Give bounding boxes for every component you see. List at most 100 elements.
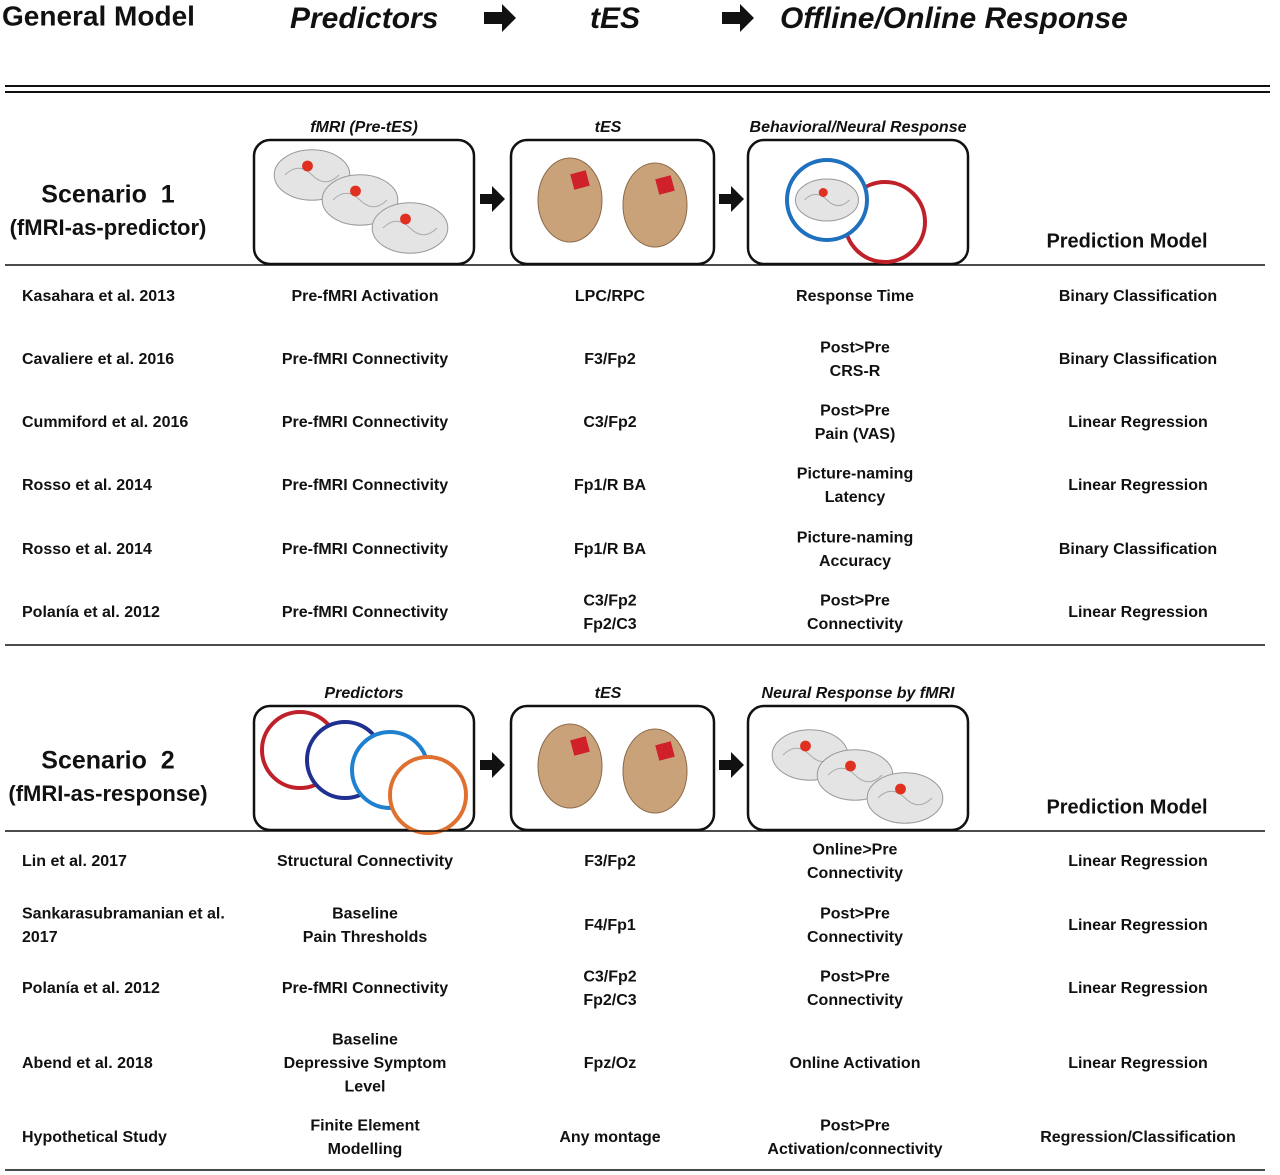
cell-text: Connectivity [807,929,903,946]
cell-text: Baseline [332,1032,398,1049]
activation [350,185,361,197]
scenario-title: Scenario 2 [41,747,174,775]
cell-text: Structural Connectivity [277,853,453,870]
cell-text: Any montage [559,1129,660,1146]
study-name: Sankarasubramanian et al. [22,905,225,922]
cell-text: Pre-fMRI Connectivity [282,351,448,368]
cell-text: Connectivity [807,616,903,633]
cell-text: C3/Fp2 [583,414,636,431]
cell-text: Linear Regression [1068,853,1208,870]
panel-label: Behavioral/Neural Response [750,119,967,136]
arrow [722,4,754,32]
predictor-icon [388,755,468,835]
brain-fold [284,167,340,183]
panel-label: Predictors [324,685,403,702]
cell-text: Latency [825,489,886,506]
cell-text: F3/Fp2 [584,351,636,368]
cell-text: C3/Fp2 [583,592,636,609]
cell-text: Picture-naming [797,529,913,546]
cell-text: Linear Regression [1068,917,1208,934]
cell-text: Post>Pre [820,402,890,419]
activation [800,740,811,752]
cell-text: Fp2/C3 [583,992,636,1009]
cell-text: Baseline [332,905,398,922]
brain-fold [827,767,883,783]
cell-text: Fp1/R BA [574,477,646,494]
arrow [480,752,505,778]
cell-text: Linear Regression [1068,980,1208,997]
study-name: Hypothetical Study [22,1129,167,1146]
cell-text: LPC/RPC [575,288,646,305]
cell-text: Linear Regression [1068,414,1208,431]
cell-text: Activation/connectivity [767,1141,942,1158]
cell-text: Pre-fMRI Connectivity [282,477,448,494]
cell-text: Online Activation [790,1055,921,1072]
study-name: Polanía et al. 2012 [22,604,160,621]
study-name: Cavaliere et al. 2016 [22,351,174,368]
cell-text: Picture-naming [797,465,913,482]
cell-text: CRS-R [830,363,881,380]
cell-text: Accuracy [819,553,891,570]
brain-fold [804,193,850,207]
electrode [570,170,590,190]
cell-text: Fp1/R BA [574,541,646,558]
cell-text: Linear Regression [1068,477,1208,494]
electrode [655,175,675,195]
cell-text: Binary Classification [1059,288,1217,305]
cell-text: Pre-fMRI Connectivity [282,414,448,431]
cell-text: Binary Classification [1059,351,1217,368]
study-name: Rosso et al. 2014 [22,541,152,558]
panel-label: Neural Response by fMRI [762,685,955,702]
study-name: Kasahara et al. 2013 [22,288,175,305]
panel-label: tES [595,685,622,702]
study-name: Polanía et al. 2012 [22,980,160,997]
cell-text: Linear Regression [1068,604,1208,621]
step: Predictors [290,2,438,35]
cell-text: Modelling [328,1141,403,1158]
activation [302,160,313,172]
study-name: Cummiford et al. 2016 [22,414,188,431]
cell-text: Post>Pre [820,905,890,922]
head [622,728,688,814]
study-name: Lin et al. 2017 [22,853,127,870]
brain-fold [382,220,438,236]
model-header: Prediction Model [1046,230,1207,252]
activation [818,188,828,197]
activation [895,783,906,795]
cell-text: Binary Classification [1059,541,1217,558]
cell-text: Fp2/C3 [583,616,636,633]
scenario-title: Scenario 1 [41,181,174,209]
cell-text: Connectivity [807,865,903,882]
arrow [719,752,744,778]
cell-text: Level [345,1079,386,1096]
cell-text: Pre-fMRI Connectivity [282,541,448,558]
cell-text: Post>Pre [820,1117,890,1134]
cell-text: Finite Element [310,1117,420,1134]
head [537,157,603,243]
arrow [480,186,505,212]
study-name: 2017 [22,929,58,946]
brain-fold [332,192,388,208]
brain-fold [877,790,933,806]
cell-text: Post>Pre [820,592,890,609]
cell-text: Online>Pre [813,841,898,858]
step: Offline/Online Response [780,2,1128,35]
cell-text: Connectivity [807,992,903,1009]
cell-text: F4/Fp1 [584,917,636,934]
activation [845,760,856,772]
cell-text: Depressive Symptom [284,1055,447,1072]
general-title: General Model [2,0,195,31]
scenario-subtitle: (fMRI-as-response) [8,781,207,806]
cell-text: Pre-fMRI Activation [292,288,439,305]
activation [400,213,411,225]
cell-text: C3/Fp2 [583,968,636,985]
cell-text: Pain Thresholds [303,929,428,946]
cell-text: Pain (VAS) [815,426,896,443]
model-header: Prediction Model [1046,796,1207,818]
cell-text: Response Time [796,288,914,305]
cell-text: Pre-fMRI Connectivity [282,980,448,997]
electrode [655,741,675,761]
panel-label: fMRI (Pre-tES) [310,119,418,136]
cell-text: Linear Regression [1068,1055,1208,1072]
electrode [570,736,590,756]
